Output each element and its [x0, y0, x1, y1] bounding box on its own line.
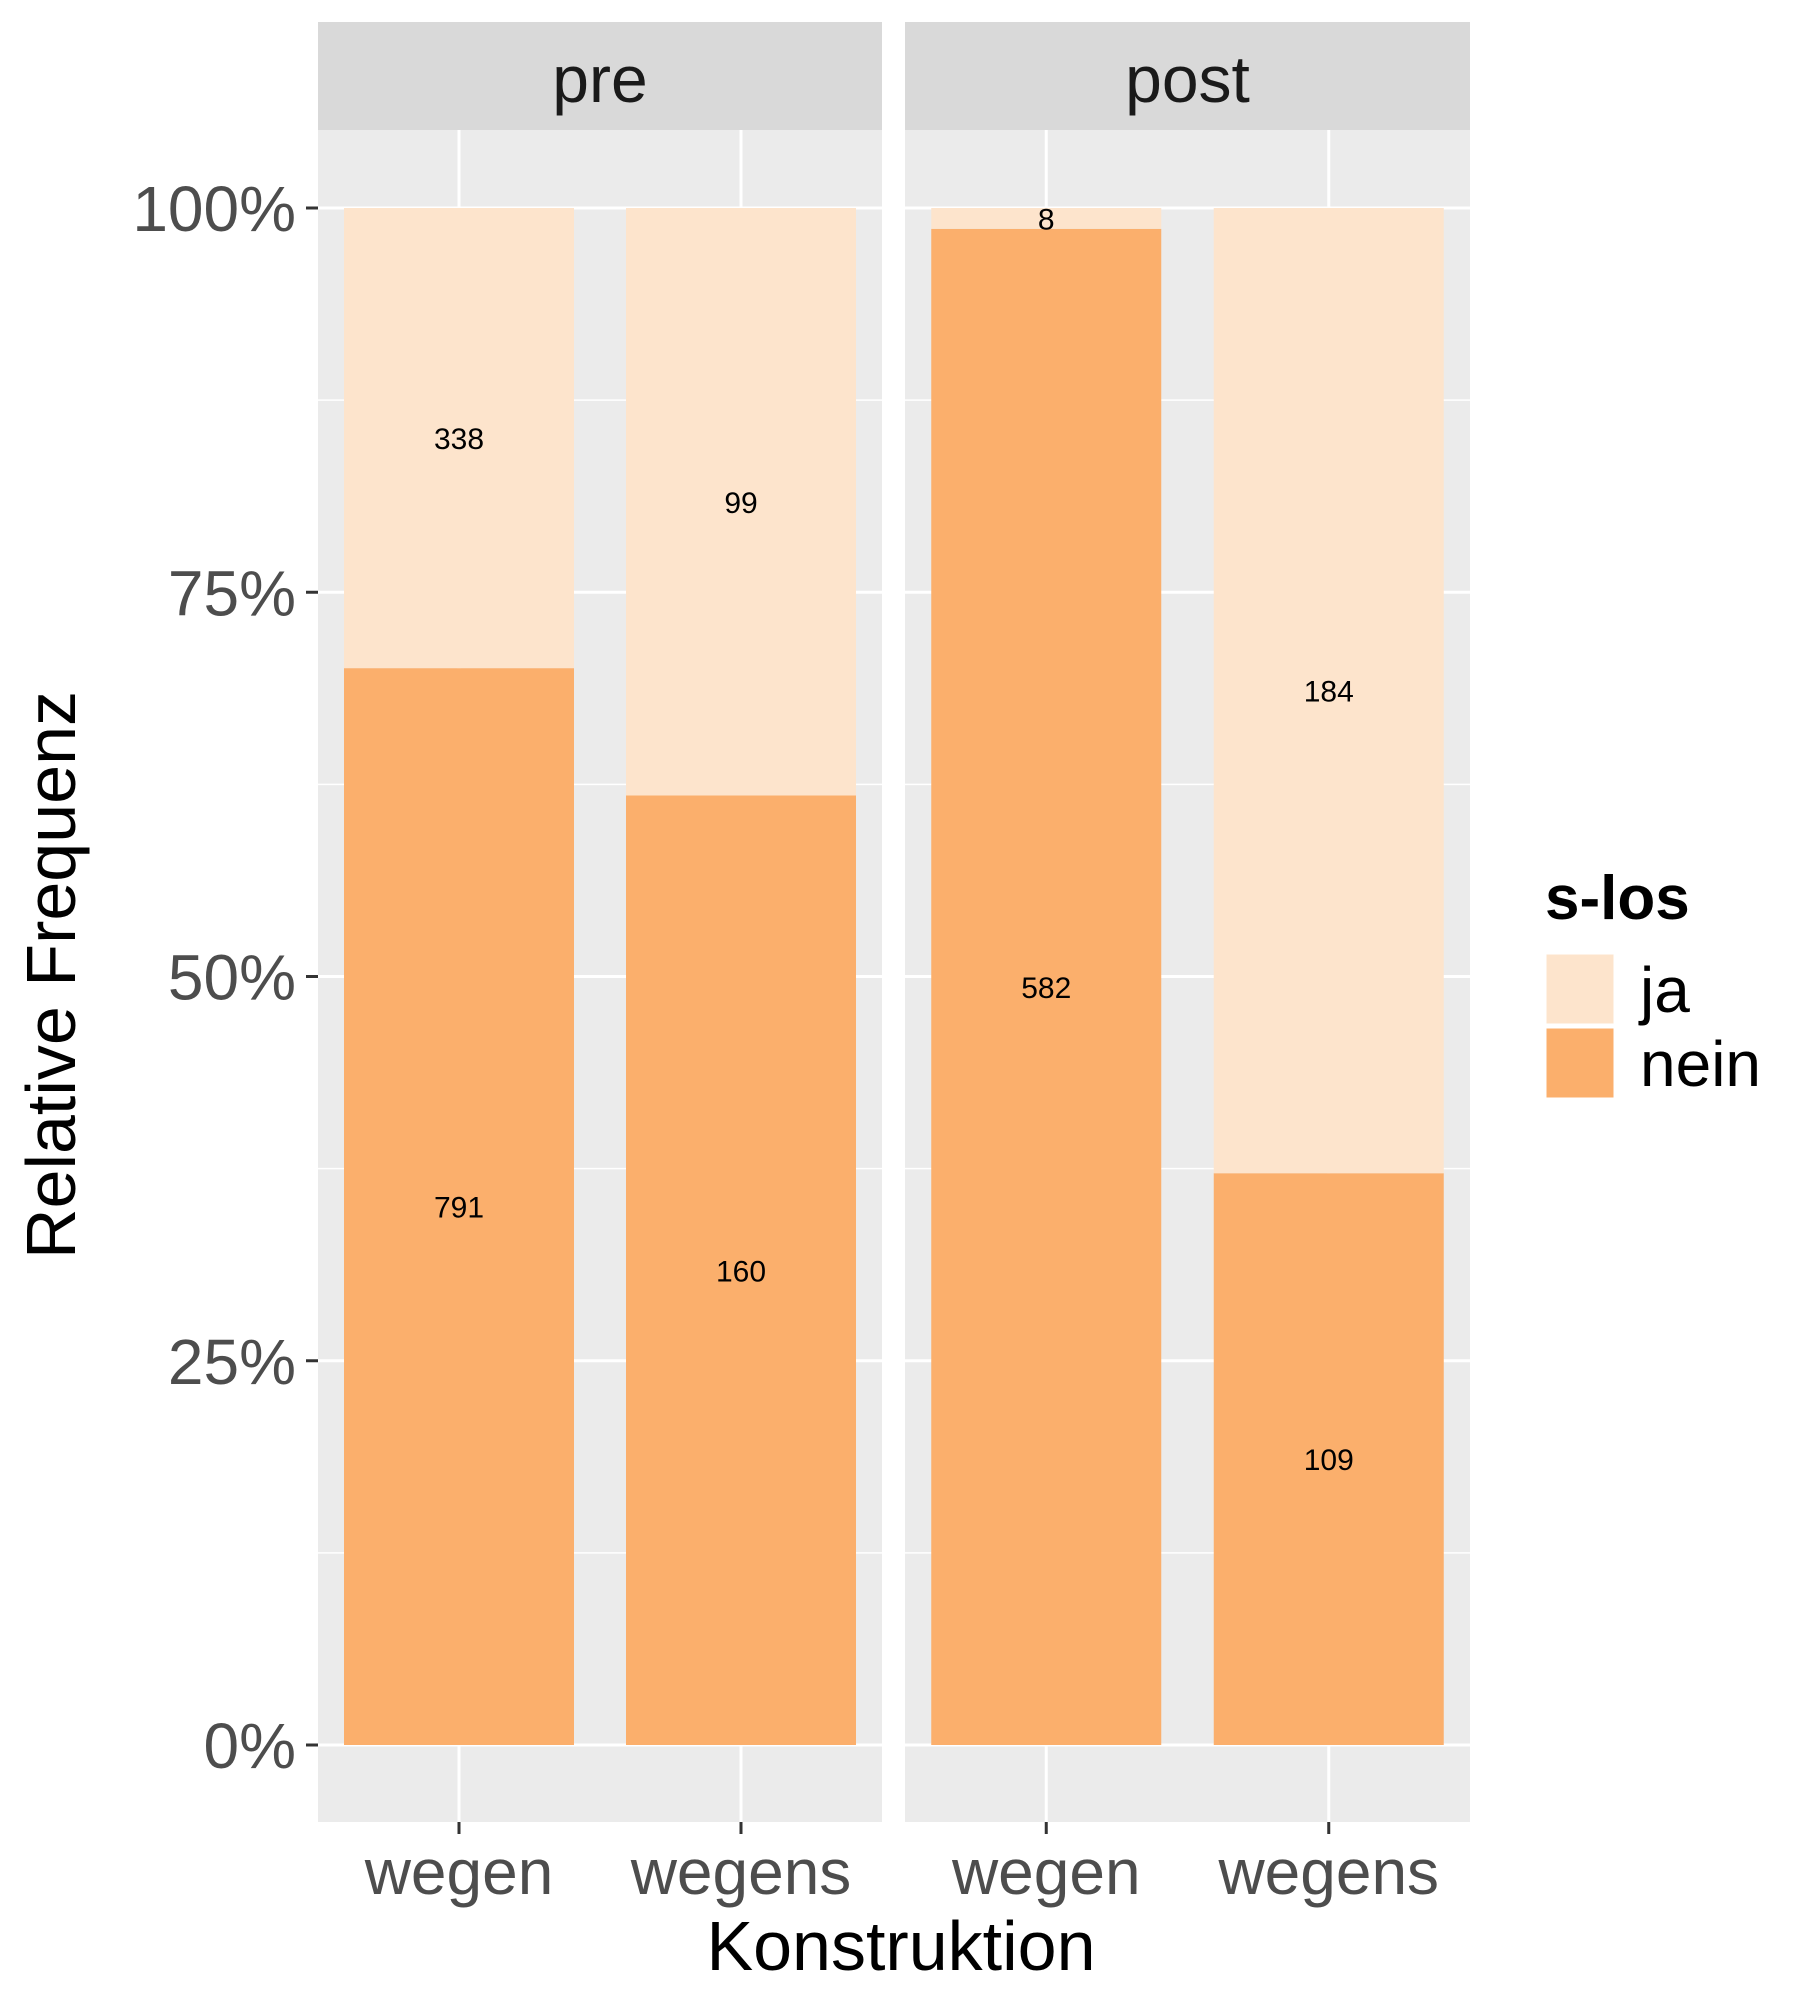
x-tick-label: wegens	[630, 1836, 852, 1908]
x-tick-label: wegen	[951, 1836, 1141, 1908]
legend-label-nein: nein	[1640, 1028, 1761, 1100]
legend-key-ja	[1543, 951, 1617, 1027]
bar-pre-wegen-ja	[344, 208, 574, 669]
bar-value-label: 184	[1304, 676, 1354, 709]
y-tick-label: 50%	[168, 942, 296, 1014]
facet-panels: pre 791 338 wegen 160 99 wegens post 582 8 wegen 10…	[318, 22, 1470, 1908]
bar-value-label: 160	[716, 1255, 766, 1288]
facet-strip-label: pre	[552, 42, 647, 116]
bar-pre-wegens-nein	[626, 795, 856, 1745]
y-tick-label: 100%	[132, 173, 296, 245]
legend: s-los ja nein	[1543, 864, 1761, 1101]
bar-post-wegen-ja	[931, 208, 1162, 229]
bar-post-wegens-nein	[1213, 1173, 1444, 1745]
y-tick-label: 25%	[168, 1326, 296, 1398]
bar-pre-wegen-nein	[344, 668, 574, 1746]
bar-value-label: 109	[1304, 1444, 1354, 1477]
legend-label-ja: ja	[1638, 954, 1690, 1026]
y-tick-label: 0%	[204, 1710, 297, 1782]
y-axis: 0% 25% 50% 75% 100%	[132, 173, 318, 1782]
bar-value-label: 99	[724, 487, 757, 520]
facet-strip-label: post	[1125, 42, 1250, 116]
x-tick-label: wegens	[1217, 1836, 1439, 1908]
y-axis-title: Relative Frequenz	[12, 691, 90, 1259]
bar-pre-wegens-ja	[626, 208, 856, 796]
x-tick-label: wegen	[364, 1836, 554, 1908]
bar-value-label: 8	[1038, 203, 1055, 236]
facet-panel-post: post 582 8 wegen 109 184 wegens	[905, 22, 1470, 1908]
bar-post-wegen-nein	[931, 228, 1162, 1745]
y-tick-label: 75%	[168, 557, 296, 629]
bar-value-label: 791	[434, 1192, 484, 1225]
bar-value-label: 582	[1021, 972, 1071, 1005]
facet-strip-pre	[318, 22, 882, 130]
x-axis-title: Konstruktion	[706, 1907, 1095, 1985]
facet-panel-pre: pre 791 338 wegen 160 99 wegens	[318, 22, 882, 1908]
bar-value-label: 338	[434, 423, 484, 456]
facet-strip-post	[905, 22, 1470, 130]
legend-key-nein	[1543, 1025, 1617, 1101]
bar-post-wegens-ja	[1213, 208, 1444, 1174]
legend-title: s-los	[1545, 864, 1690, 933]
